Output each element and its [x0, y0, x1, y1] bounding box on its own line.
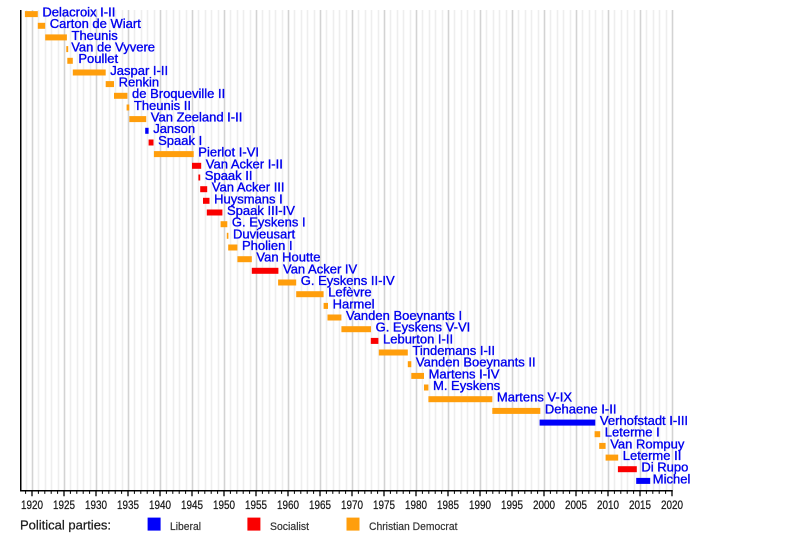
svg-text:1955: 1955: [245, 498, 267, 512]
svg-text:Vanden Boeynants I: Vanden Boeynants I: [346, 308, 462, 323]
svg-text:Michel: Michel: [653, 471, 691, 486]
svg-text:Pierlot I-VI: Pierlot I-VI: [198, 145, 259, 160]
svg-text:Van Acker I-II: Van Acker I-II: [206, 156, 283, 171]
svg-text:Pholien I: Pholien I: [242, 238, 293, 253]
svg-text:1995: 1995: [501, 498, 523, 512]
svg-text:1975: 1975: [373, 498, 395, 512]
svg-text:1990: 1990: [469, 498, 491, 512]
svg-text:Janson: Janson: [153, 121, 195, 136]
svg-text:1925: 1925: [53, 498, 75, 512]
svg-text:1970: 1970: [341, 498, 363, 512]
svg-text:Liberal: Liberal: [170, 521, 201, 533]
svg-text:Van Acker IV: Van Acker IV: [283, 261, 358, 276]
svg-text:Verhofstadt I-III: Verhofstadt I-III: [600, 413, 688, 428]
svg-text:Vanden Boeynants II: Vanden Boeynants II: [416, 355, 536, 370]
svg-text:Renkin: Renkin: [119, 75, 159, 90]
svg-text:1980: 1980: [405, 498, 427, 512]
svg-text:Spaak II: Spaak II: [205, 168, 253, 183]
svg-text:Van Acker III: Van Acker III: [212, 180, 285, 195]
svg-text:Leterme I: Leterme I: [605, 425, 660, 440]
svg-text:Martens I-IV: Martens I-IV: [429, 366, 500, 381]
svg-text:1930: 1930: [85, 498, 107, 512]
svg-text:2010: 2010: [597, 498, 619, 512]
svg-text:Theunis II: Theunis II: [134, 98, 191, 113]
svg-text:Socialist: Socialist: [270, 521, 309, 533]
svg-text:Spaak III-IV: Spaak III-IV: [227, 203, 295, 218]
svg-text:Van Rompuy: Van Rompuy: [610, 436, 685, 451]
svg-text:Spaak I: Spaak I: [158, 133, 202, 148]
svg-text:G. Eyskens V-VI: G. Eyskens V-VI: [376, 320, 471, 335]
svg-text:1985: 1985: [437, 498, 459, 512]
svg-text:Leburton I-II: Leburton I-II: [383, 331, 453, 346]
svg-text:1935: 1935: [117, 498, 139, 512]
svg-text:1950: 1950: [213, 498, 235, 512]
svg-text:de Broqueville II: de Broqueville II: [132, 86, 225, 101]
svg-text:Di Rupo: Di Rupo: [641, 460, 688, 475]
svg-text:Poullet: Poullet: [78, 51, 118, 66]
svg-text:Political parties:: Political parties:: [20, 518, 111, 533]
svg-text:Christian Democrat: Christian Democrat: [369, 521, 458, 533]
svg-text:Huysmans I: Huysmans I: [214, 191, 283, 206]
svg-text:1945: 1945: [181, 498, 203, 512]
svg-text:Van Zeeland I-II: Van Zeeland I-II: [151, 110, 243, 125]
svg-text:1940: 1940: [149, 498, 171, 512]
svg-text:Carton de Wiart: Carton de Wiart: [50, 16, 141, 31]
svg-text:1965: 1965: [309, 498, 331, 512]
svg-text:G. Eyskens II-IV: G. Eyskens II-IV: [301, 273, 395, 288]
svg-text:1920: 1920: [21, 498, 43, 512]
svg-text:Harmel: Harmel: [333, 296, 375, 311]
svg-text:2000: 2000: [533, 498, 555, 512]
svg-text:1960: 1960: [277, 498, 299, 512]
svg-text:Delacroix I-II: Delacroix I-II: [42, 5, 115, 20]
svg-text:Martens V-IX: Martens V-IX: [497, 390, 572, 405]
svg-text:Leterme II: Leterme II: [623, 448, 682, 463]
svg-text:Dehaene I-II: Dehaene I-II: [545, 401, 617, 416]
svg-text:Jaspar I-II: Jaspar I-II: [110, 63, 168, 78]
svg-text:Duvieusart: Duvieusart: [233, 226, 296, 241]
svg-text:2005: 2005: [565, 498, 587, 512]
svg-text:Tindemans I-II: Tindemans I-II: [412, 343, 495, 358]
svg-text:M. Eyskens: M. Eyskens: [433, 378, 501, 393]
svg-text:Van de Vyvere: Van de Vyvere: [71, 40, 155, 55]
svg-text:Lefèvre: Lefèvre: [328, 285, 371, 300]
svg-text:Van Houtte: Van Houtte: [256, 250, 320, 265]
svg-text:Theunis: Theunis: [72, 28, 119, 43]
svg-text:2020: 2020: [661, 498, 683, 512]
svg-text:G. Eyskens I: G. Eyskens I: [232, 215, 306, 230]
svg-text:2015: 2015: [629, 498, 651, 512]
